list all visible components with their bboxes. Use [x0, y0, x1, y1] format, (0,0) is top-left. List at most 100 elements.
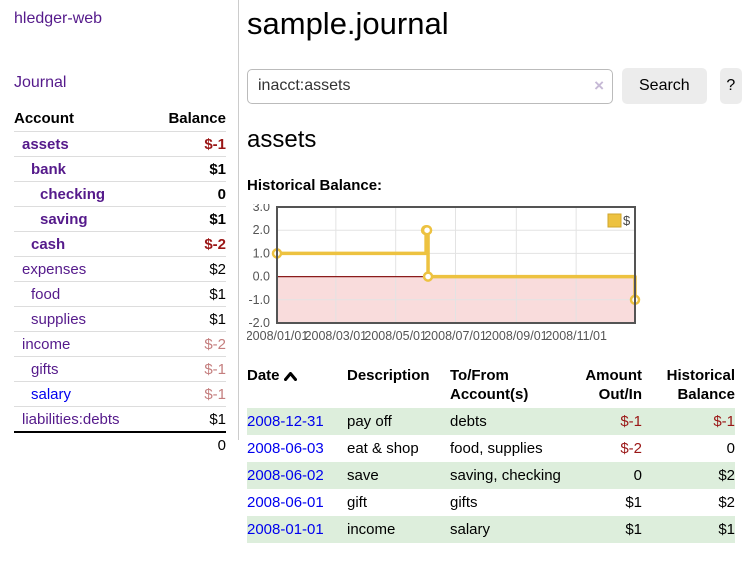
app-title-link[interactable]: hledger-web	[14, 10, 103, 27]
account-row: saving $1	[14, 206, 226, 232]
account-link-bank[interactable]: bank	[31, 161, 67, 178]
transaction-balance: $1	[642, 516, 735, 543]
svg-text:-1.0: -1.0	[248, 293, 270, 307]
account-link-saving[interactable]: saving	[40, 211, 88, 228]
account-link-salary[interactable]: salary	[31, 386, 72, 403]
account-row: food $1	[14, 281, 226, 307]
transaction-balance: $2	[642, 462, 735, 489]
accounts-total-value: 0	[151, 431, 226, 457]
register-header-accounts: To/From Account(s)	[450, 367, 529, 403]
register-header-description: Description	[347, 367, 430, 384]
svg-text:2008/11/01: 2008/11/01	[545, 329, 607, 343]
historical-balance-chart: $3.0 2.0 1.0 0.0 -1.0 -2.0 2008/01/01 2008/03/0…	[246, 200, 742, 344]
search-form: × Search ?	[247, 68, 742, 104]
account-row: cash $-2	[14, 231, 226, 257]
svg-text:$: $	[623, 213, 631, 228]
account-link-expenses[interactable]: expenses	[22, 261, 87, 278]
transaction-date-link[interactable]: 2008-06-01	[247, 494, 324, 511]
register-header-date[interactable]: Date	[247, 364, 347, 408]
main-content: sample.journal × Search ? assets Histori…	[246, 0, 742, 543]
svg-text:2008/01/01: 2008/01/01	[247, 329, 308, 343]
account-section-title: assets	[247, 126, 317, 153]
transaction-date-link[interactable]: 2008-12-31	[247, 413, 324, 430]
transaction-description: eat & shop	[347, 440, 419, 457]
register-row[interactable]: 2008-01-01 income salary $1 $1	[247, 516, 735, 543]
transaction-description: gift	[347, 494, 368, 511]
account-link-assets[interactable]: assets	[22, 136, 69, 153]
account-row: assets $-1	[14, 131, 226, 157]
register-row[interactable]: 2008-06-01 gift gifts $1 $2	[247, 489, 735, 516]
account-row: gifts $-1	[14, 356, 226, 382]
account-row: salary $-1	[14, 381, 226, 407]
register-row[interactable]: 2008-06-03 eat & shop food, supplies $-2 0	[247, 435, 735, 462]
transaction-description: income	[347, 516, 450, 543]
register-header-balance: Historical Balance	[666, 367, 735, 403]
transaction-amount: 0	[562, 462, 642, 489]
account-link-checking[interactable]: checking	[40, 186, 106, 203]
svg-text:1.0: 1.0	[253, 246, 270, 260]
sort-ascending-icon	[283, 372, 297, 381]
svg-text:3.0: 3.0	[253, 204, 270, 214]
transaction-accounts: debts	[450, 408, 562, 435]
account-link-liabilities-debts[interactable]: liabilities:debts	[22, 411, 120, 428]
account-balance: $-1	[204, 136, 226, 153]
account-row: bank $1	[14, 156, 226, 182]
account-row: income $-2	[14, 331, 226, 357]
transaction-accounts: salary	[450, 516, 562, 543]
account-link-income[interactable]: income	[22, 336, 71, 353]
account-balance: $1	[209, 211, 226, 228]
clear-search-icon[interactable]: ×	[594, 75, 604, 95]
account-link-food[interactable]: food	[31, 286, 61, 303]
accounts-header-balance: Balance	[168, 110, 226, 127]
transaction-date-link[interactable]: 2008-06-02	[247, 467, 324, 484]
svg-text:-2.0: -2.0	[248, 316, 270, 330]
accounts-total-row: 0	[14, 431, 226, 457]
account-balance: $-1	[204, 386, 226, 403]
accounts-header-account: Account	[14, 110, 74, 127]
transaction-amount: $-2	[620, 440, 642, 457]
transaction-accounts: gifts	[450, 494, 478, 511]
register-table: Date Description To/From Account(s) Amou…	[247, 364, 735, 543]
transaction-balance: 0	[726, 440, 735, 457]
svg-text:2008/05/01: 2008/05/01	[364, 329, 427, 343]
transaction-balance: $2	[718, 494, 735, 511]
account-row: liabilities:debts $1	[14, 406, 226, 433]
help-button[interactable]: ?	[719, 68, 742, 104]
account-balance: 0	[217, 186, 226, 203]
account-row: supplies $1	[14, 306, 226, 332]
account-balance: $2	[209, 261, 226, 278]
register-row[interactable]: 2008-12-31 pay off debts $-1 $-1	[247, 408, 735, 435]
transaction-amount: $-1	[562, 408, 642, 435]
sidebar-item-journal[interactable]: Journal	[14, 74, 67, 91]
account-balance: $-2	[204, 336, 226, 353]
register-header-amount: Amount Out/In	[585, 367, 642, 403]
account-balance: $-2	[204, 236, 226, 253]
account-balance: $1	[209, 311, 226, 328]
search-input[interactable]	[247, 68, 613, 104]
svg-text:2008/03/01: 2008/03/01	[305, 329, 368, 343]
transaction-date-link[interactable]: 2008-06-03	[247, 440, 324, 457]
transaction-description: pay off	[347, 408, 450, 435]
account-balance: $1	[209, 411, 226, 428]
transaction-date-link[interactable]: 2008-01-01	[247, 521, 324, 538]
sidebar: hledger-web Journal Account Balance asse…	[0, 0, 239, 457]
account-link-supplies[interactable]: supplies	[31, 311, 87, 328]
svg-text:2008/09/01: 2008/09/01	[485, 329, 548, 343]
transaction-amount: $1	[562, 516, 642, 543]
transaction-accounts: saving, checking	[450, 462, 562, 489]
account-row: checking 0	[14, 181, 226, 207]
account-balance: $1	[209, 286, 226, 303]
accounts-table: Account Balance assets $-1 bank $1 checking 0…	[14, 106, 226, 457]
svg-text:2008/07/01: 2008/07/01	[424, 329, 487, 343]
chart-svg: $3.0 2.0 1.0 0.0 -1.0 -2.02008/01/012008/03/0…	[246, 200, 641, 343]
account-balance: $1	[209, 161, 226, 178]
account-link-cash[interactable]: cash	[31, 236, 66, 253]
account-link-gifts[interactable]: gifts	[31, 361, 59, 378]
svg-text:0.0: 0.0	[253, 270, 270, 284]
account-balance: $-1	[204, 361, 226, 378]
transaction-amount: $1	[625, 494, 642, 511]
register-row[interactable]: 2008-06-02 save saving, checking 0 $2	[247, 462, 735, 489]
search-button[interactable]: Search	[622, 68, 707, 104]
transaction-balance: $-1	[642, 408, 735, 435]
page-title: sample.journal	[247, 6, 449, 41]
